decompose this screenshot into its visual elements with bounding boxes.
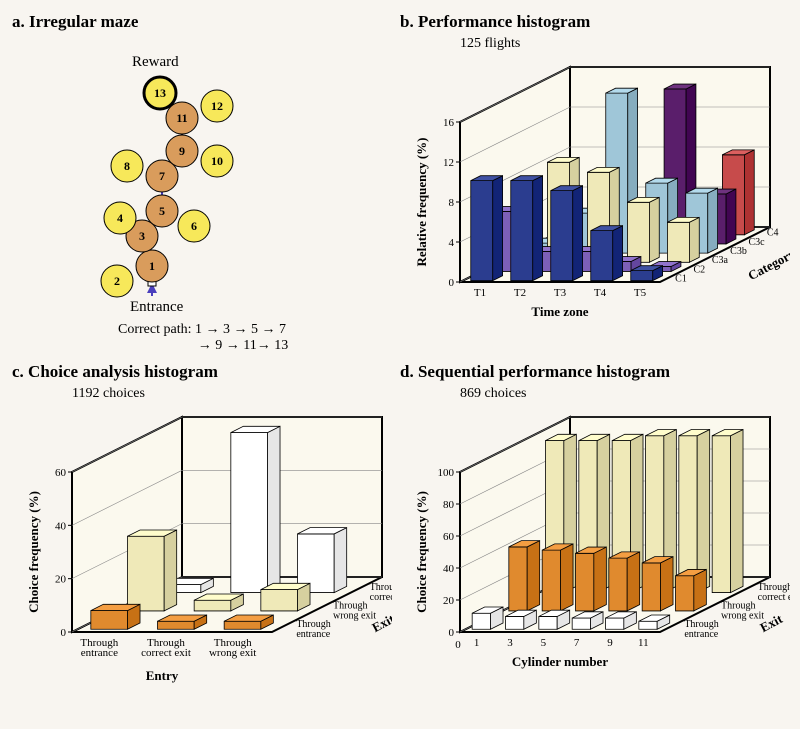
svg-text:6: 6 xyxy=(191,219,197,233)
svg-text:C1: C1 xyxy=(675,273,687,284)
svg-text:13: 13 xyxy=(154,86,166,100)
panel-b-subtitle: 125 flights xyxy=(460,36,790,52)
svg-text:11: 11 xyxy=(176,111,187,125)
svg-text:16: 16 xyxy=(443,117,455,129)
chart-c-svg: 0204060ThroughentranceThroughcorrect exi… xyxy=(12,402,392,692)
panel-d-title: d. Sequential performance histogram xyxy=(400,362,790,382)
svg-text:Choice frequency (%): Choice frequency (%) xyxy=(414,491,429,613)
svg-text:entrance: entrance xyxy=(81,647,118,659)
svg-text:T2: T2 xyxy=(514,287,526,299)
svg-text:8: 8 xyxy=(124,159,130,173)
svg-text:20: 20 xyxy=(55,574,67,586)
svg-text:4: 4 xyxy=(117,211,123,225)
svg-text:3: 3 xyxy=(139,229,145,243)
svg-text:7: 7 xyxy=(159,169,165,183)
svg-text:100: 100 xyxy=(438,467,455,479)
svg-text:4: 4 xyxy=(449,237,455,249)
maze-svg: RewardEntrance12345678910111213 xyxy=(12,36,312,316)
svg-text:5: 5 xyxy=(541,637,547,649)
svg-text:3: 3 xyxy=(507,637,513,649)
svg-text:wrong exit: wrong exit xyxy=(209,647,256,659)
panel-d-subtitle: 869 choices xyxy=(460,386,790,402)
svg-text:12: 12 xyxy=(211,99,223,113)
svg-text:Entrance: Entrance xyxy=(130,299,184,315)
panel-a-title: a. Irregular maze xyxy=(12,12,392,32)
svg-text:Time zone: Time zone xyxy=(531,304,588,319)
correct-path-line2: → 9 → 11→ 13 xyxy=(198,338,288,353)
svg-text:correct exit: correct exit xyxy=(370,592,392,603)
svg-text:entrance: entrance xyxy=(684,629,718,640)
svg-text:C3a: C3a xyxy=(712,255,729,266)
svg-text:1: 1 xyxy=(474,637,480,649)
svg-text:7: 7 xyxy=(574,637,580,649)
panel-c-subtitle: 1192 choices xyxy=(72,386,392,402)
panel-b-title: b. Performance histogram xyxy=(400,12,790,32)
svg-text:C3c: C3c xyxy=(749,237,766,248)
svg-text:20: 20 xyxy=(443,595,455,607)
svg-text:T5: T5 xyxy=(634,287,647,299)
correct-path: Correct path: 1 → 3 → 5 → 7 → 9 → 11→ 13 xyxy=(12,322,392,354)
svg-text:wrong exit: wrong exit xyxy=(721,611,764,622)
svg-text:T3: T3 xyxy=(554,287,567,299)
chart-d-svg: 0204060801001357911ThroughentranceThroug… xyxy=(400,402,790,692)
svg-text:10: 10 xyxy=(211,154,223,168)
panel-c-choice-analysis: c. Choice analysis histogram 1192 choice… xyxy=(12,362,392,692)
svg-text:Entry: Entry xyxy=(146,668,179,683)
svg-text:0: 0 xyxy=(449,277,455,289)
svg-text:Reward: Reward xyxy=(132,54,179,70)
panel-b-performance-histogram: b. Performance histogram 125 flights 0 4 8… xyxy=(400,12,790,354)
svg-text:correct exit: correct exit xyxy=(758,592,790,603)
svg-text:entrance: entrance xyxy=(296,629,330,640)
svg-text:T1: T1 xyxy=(474,287,486,299)
svg-text:9: 9 xyxy=(179,144,185,158)
svg-text:5: 5 xyxy=(159,204,165,218)
panel-d-sequential-performance: d. Sequential performance histogram 869 … xyxy=(400,362,790,692)
svg-text:1: 1 xyxy=(149,259,155,273)
svg-text:80: 80 xyxy=(443,499,455,511)
correct-path-line1: 1 → 3 → 5 → 7 xyxy=(195,322,286,337)
svg-text:0: 0 xyxy=(455,639,461,651)
svg-text:60: 60 xyxy=(443,531,455,543)
svg-text:12: 12 xyxy=(443,157,454,169)
svg-text:C4: C4 xyxy=(767,228,779,239)
svg-text:Category: Category xyxy=(745,246,790,284)
svg-text:correct exit: correct exit xyxy=(141,647,191,659)
svg-text:Cylinder number: Cylinder number xyxy=(512,654,608,669)
panel-c-title: c. Choice analysis histogram xyxy=(12,362,392,382)
svg-text:60: 60 xyxy=(55,467,67,479)
svg-text:Choice frequency (%): Choice frequency (%) xyxy=(26,491,41,613)
svg-text:8: 8 xyxy=(449,197,455,209)
svg-text:11: 11 xyxy=(638,637,649,649)
svg-text:0: 0 xyxy=(449,627,455,639)
svg-text:C3b: C3b xyxy=(730,246,747,257)
panel-a-irregular-maze: a. Irregular maze RewardEntrance12345678… xyxy=(12,12,392,354)
chart-b-svg: 0 4 8 12 16 T1 T2 T3 T4 T5 C1 C2 C3aC3bC3cC4 Time zon… xyxy=(400,52,790,332)
svg-text:2: 2 xyxy=(114,274,120,288)
svg-text:40: 40 xyxy=(443,563,455,575)
correct-path-prefix: Correct path: xyxy=(118,322,195,337)
svg-text:40: 40 xyxy=(55,520,67,532)
svg-text:Relative frequency (%): Relative frequency (%) xyxy=(414,137,429,266)
svg-text:0: 0 xyxy=(61,627,67,639)
svg-text:T4: T4 xyxy=(594,287,607,299)
svg-text:C2: C2 xyxy=(694,264,706,275)
svg-text:wrong exit: wrong exit xyxy=(333,611,376,622)
svg-text:9: 9 xyxy=(607,637,613,649)
